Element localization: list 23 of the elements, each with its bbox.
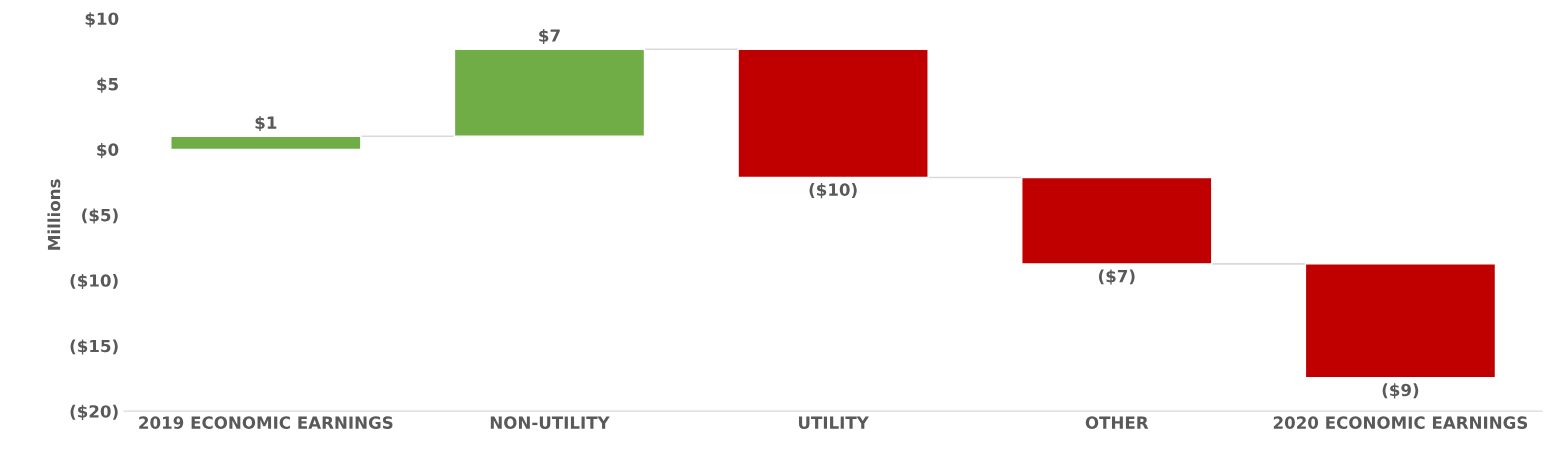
data-label: $7 [539,28,560,45]
y-axis-title: Millions [47,179,61,250]
data-label: ($9) [1382,383,1419,399]
y-tick-label: ($10) [70,273,118,290]
y-tick-label: $0 [97,143,119,159]
bar [737,48,929,179]
bar [1304,263,1497,379]
data-label: ($7) [1098,269,1135,285]
x-tick-label: UTILITY [798,416,869,429]
x-tick-label: 2020 ECONOMIC EARNINGS [1273,416,1528,429]
x-tick-label: OTHER [1085,416,1149,429]
x-tick-label: NON-UTILITY [490,416,610,429]
x-tick-label: 2019 ECONOMIC EARNINGS [139,416,393,429]
data-label: ($10) [809,183,857,199]
bar [453,48,646,137]
y-tick-label: $5 [97,77,118,93]
bar [1021,176,1213,265]
y-tick-label: ($20) [70,404,118,420]
data-label: $1 [255,115,277,132]
bar [170,135,362,151]
y-tick-label: ($15) [70,339,118,355]
y-tick-label: $10 [85,12,119,28]
y-tick-label: ($5) [82,208,118,224]
